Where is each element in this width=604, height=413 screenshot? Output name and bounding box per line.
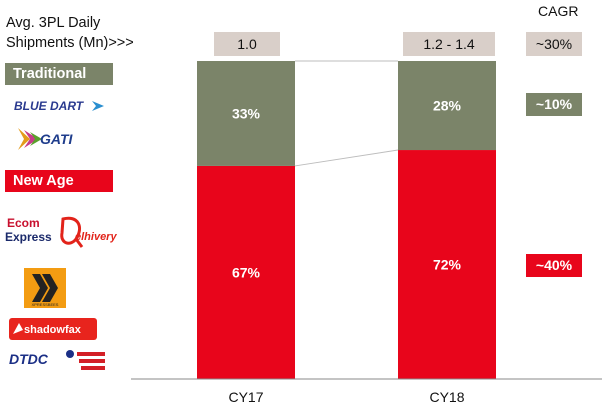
shadowfax-logo: shadowfax — [9, 318, 97, 340]
bar-new-age-cy17 — [197, 165, 295, 379]
ecom-logo-text-2: Express — [5, 230, 52, 244]
cagr-total-box: ~30% — [526, 32, 582, 56]
cagr-new-age-box: ~40% — [526, 254, 582, 277]
dtdc-logo: DTDC — [7, 346, 107, 372]
ecom-express-logo: Ecom Express — [4, 214, 56, 246]
bar-traditional-cy17 — [197, 61, 295, 166]
cagr-traditional-box: ~10% — [526, 93, 582, 116]
data-label-new-age-cy17: 67% — [232, 264, 261, 280]
shadowfax-logo-text: shadowfax — [24, 324, 82, 336]
ecom-logo-text-1: Ecom — [7, 216, 40, 230]
gati-logo-text: GATI — [40, 131, 74, 147]
delhivery-logo-text: elhivery — [75, 231, 117, 243]
gati-logo: GATI — [16, 124, 96, 154]
traditional-tag: Traditional — [5, 63, 113, 85]
data-label-traditional-cy18: 28% — [433, 98, 462, 114]
data-label-new-age-cy18: 72% — [433, 257, 462, 273]
x-tick-label-cy18: CY18 — [429, 389, 464, 405]
xpressbees-logo: XPRESSBEES — [24, 268, 66, 308]
dtdc-logo-text: DTDC — [9, 351, 49, 367]
xpressbees-logo-text: XPRESSBEES — [32, 302, 59, 307]
data-label-traditional-cy17: 33% — [232, 105, 261, 121]
shipments-cy18-box: 1.2 - 1.4 — [403, 32, 495, 56]
new-age-tag: New Age — [5, 170, 113, 192]
header-title-line2: Shipments (Mn)>>> — [6, 35, 134, 51]
shipments-cy17-box: 1.0 — [214, 32, 280, 56]
bar-new-age-cy18 — [398, 150, 496, 379]
bar-traditional-cy18 — [398, 61, 496, 151]
cagr-header: CAGR — [538, 3, 579, 19]
x-tick-label-cy17: CY17 — [228, 389, 263, 405]
bluedart-logo: BLUE DART — [12, 95, 112, 117]
bluedart-logo-text: BLUE DART — [14, 99, 85, 113]
connector-line-new-age — [294, 149, 399, 167]
delhivery-logo: elhivery — [58, 213, 118, 251]
header-title-line1: Avg. 3PL Daily — [6, 15, 101, 31]
